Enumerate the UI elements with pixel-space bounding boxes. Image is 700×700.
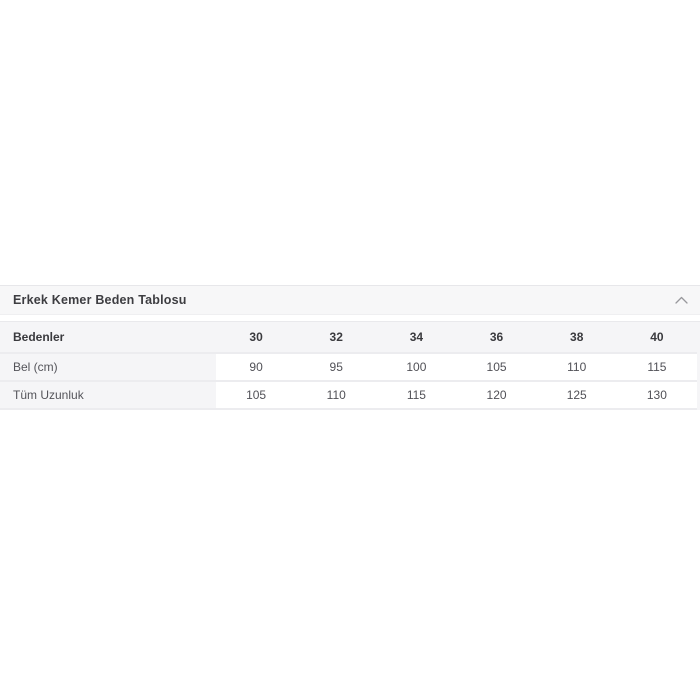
table-cell: 100 [376,353,457,382]
size-chart-section: Erkek Kemer Beden Tablosu Bedenler 30 32… [0,285,700,410]
table-cell: 115 [376,381,457,410]
table-cell: 125 [536,381,617,410]
size-chart-accordion-header[interactable]: Erkek Kemer Beden Tablosu [0,285,700,315]
row-label: Tüm Uzunluk [0,381,216,410]
table-cell: 105 [216,381,297,410]
size-header: 40 [616,322,697,354]
table-cell: 115 [616,353,697,382]
table-cell: 105 [456,353,537,382]
table-cell: 90 [216,353,297,382]
size-header: 30 [216,322,297,354]
table-cell: 110 [536,353,617,382]
table-cell: 110 [296,381,377,410]
table-cell: 130 [616,381,697,410]
header-label: Bedenler [0,322,216,354]
size-table: Bedenler 30 32 34 36 38 40 Bel (cm) 90 9… [0,322,697,410]
row-label: Bel (cm) [0,353,216,382]
chevron-up-icon [675,296,688,304]
table-row: Bel (cm) 90 95 100 105 110 115 [0,353,697,382]
size-header: 32 [296,322,377,354]
table-header-row: Bedenler 30 32 34 36 38 40 [0,322,697,354]
size-header: 36 [456,322,537,354]
size-header: 34 [376,322,457,354]
section-title: Erkek Kemer Beden Tablosu [13,293,187,307]
table-row: Tüm Uzunluk 105 110 115 120 125 130 [0,381,697,410]
table-cell: 95 [296,353,377,382]
table-cell: 120 [456,381,537,410]
size-table-container: Bedenler 30 32 34 36 38 40 Bel (cm) 90 9… [0,321,700,410]
size-header: 38 [536,322,617,354]
